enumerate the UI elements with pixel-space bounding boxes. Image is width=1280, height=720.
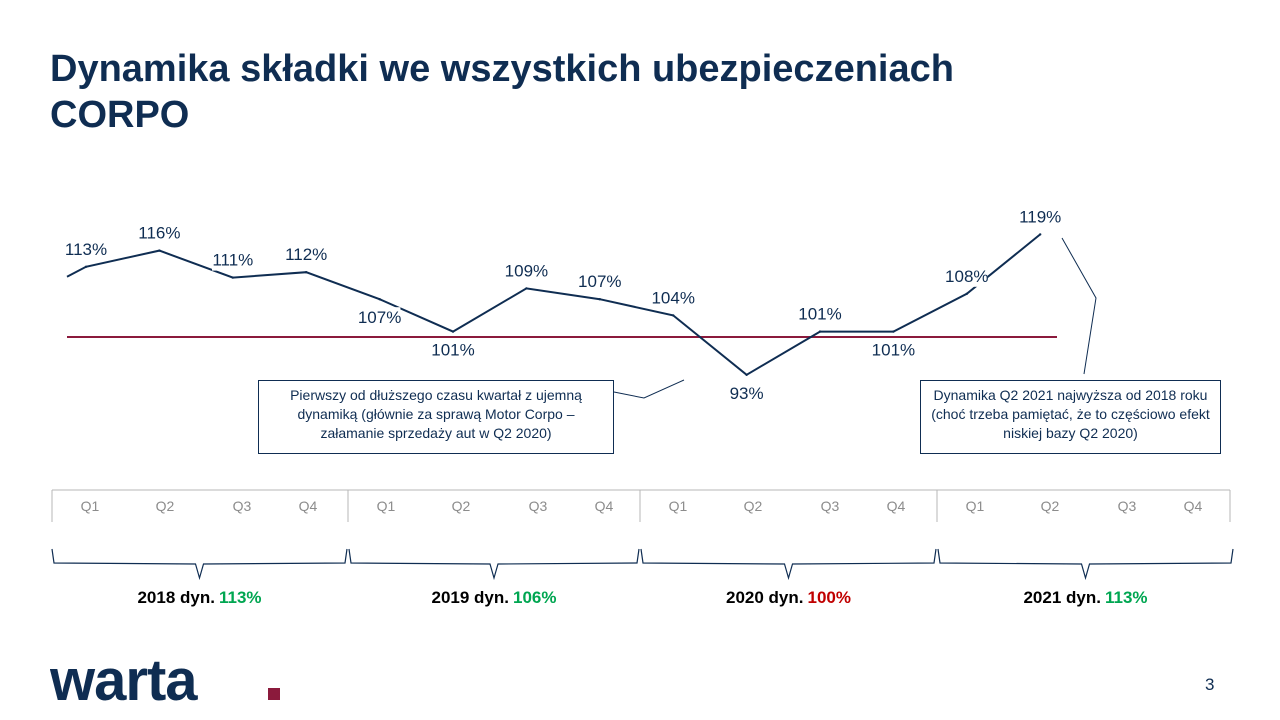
data-label-bg — [285, 244, 327, 266]
year-summary-value: 106% — [513, 588, 557, 607]
data-label-bg — [946, 265, 988, 287]
data-label-bg — [505, 260, 548, 282]
quarter-tick-label: Q3 — [233, 498, 252, 514]
year-summary-label: 2019 dyn. 106% — [384, 588, 604, 608]
quarter-tick-label: Q4 — [595, 498, 614, 514]
year-summary-text: 2021 dyn. — [1023, 588, 1101, 607]
quarter-tick-label: Q2 — [156, 498, 175, 514]
year-bracket — [51, 548, 348, 581]
data-label: 109% — [505, 261, 548, 280]
data-label: 101% — [798, 305, 841, 324]
data-label: 119% — [1019, 207, 1061, 226]
data-label: 108% — [945, 267, 988, 286]
data-label-bg — [579, 271, 621, 293]
year-summary-label: 2018 dyn. 113% — [90, 588, 310, 608]
data-point — [451, 330, 455, 333]
year-bracket — [640, 548, 937, 581]
data-label: 107% — [578, 272, 621, 291]
data-point — [525, 287, 528, 290]
data-label: 116% — [138, 224, 180, 243]
year-summary-value: 113% — [218, 588, 262, 607]
data-label: 101% — [872, 341, 915, 360]
data-label-bg — [730, 382, 763, 404]
data-point — [84, 265, 88, 268]
data-label-bg — [138, 222, 181, 244]
data-point — [305, 271, 308, 274]
year-summary-text: 2020 dyn. — [726, 588, 804, 607]
data-point — [892, 330, 895, 333]
data-label: 104% — [651, 288, 694, 307]
year-summary-text: 2018 dyn. — [137, 588, 215, 607]
data-point — [818, 330, 822, 333]
premium-dynamics-chart: 113% 116% 111% 112% 107% 101% 109% 107% 104% 93% 1… — [51, 206, 1234, 581]
quarter-tick-label: Q1 — [377, 498, 396, 514]
quarter-tick-label: Q2 — [744, 498, 763, 514]
data-point — [378, 298, 381, 301]
quarter-tick-label: Q3 — [821, 498, 840, 514]
data-label: 107% — [358, 308, 401, 327]
data-label-bg — [432, 339, 474, 361]
data-label-bg — [358, 307, 401, 329]
quarter-tick-label: Q4 — [887, 498, 906, 514]
callout-q2-2020: Pierwszy od dłuższego czasu kwartał z uj… — [258, 380, 614, 454]
page-title-line2: CORPO — [50, 94, 190, 136]
quarter-tick-label: Q1 — [81, 498, 100, 514]
page-title: Dynamika składki we wszystkich ubezpiecz… — [50, 46, 1150, 138]
data-label: 112% — [285, 245, 327, 264]
quarter-tick-label: Q2 — [452, 498, 471, 514]
callout-connector-right — [1061, 237, 1097, 375]
data-label-bg — [1019, 206, 1061, 228]
quarter-tick-label: Q2 — [1041, 498, 1060, 514]
data-point — [158, 249, 161, 252]
year-bracket — [348, 548, 640, 581]
quarter-tick-label: Q3 — [1118, 498, 1137, 514]
page-title-line1: Dynamika składki we wszystkich ubezpiecz… — [50, 48, 954, 90]
year-summary-text: 2019 dyn. — [431, 588, 510, 607]
data-label-bg — [212, 249, 254, 271]
data-label-bg — [799, 303, 841, 325]
data-point — [965, 292, 968, 295]
data-label: 111% — [212, 251, 253, 270]
quarter-tick-label: Q1 — [669, 498, 688, 514]
quarter-tick-label: Q4 — [1184, 498, 1203, 514]
data-point — [231, 276, 234, 279]
year-summary-label: 2020 dyn. 100% — [679, 588, 899, 608]
quarter-tick-label: Q3 — [529, 498, 548, 514]
year-summary-value: 113% — [1104, 588, 1148, 607]
year-bracket — [937, 548, 1234, 581]
data-point — [1039, 233, 1042, 236]
data-label-bg — [65, 238, 107, 260]
quarter-tick-label: Q1 — [966, 498, 985, 514]
callout-connector-left — [613, 379, 685, 399]
data-point — [672, 314, 675, 317]
year-summary-label: 2021 dyn. 113% — [976, 588, 1196, 608]
callout-q2-2021: Dynamika Q2 2021 najwyższa od 2018 roku … — [920, 380, 1221, 454]
page-number: 3 — [1205, 675, 1215, 694]
warta-logo: warta — [49, 648, 290, 713]
data-label: 93% — [730, 384, 764, 403]
quarter-tick-label: Q4 — [299, 498, 318, 514]
data-point — [598, 298, 601, 301]
data-point — [745, 373, 748, 376]
data-label: 113% — [65, 240, 107, 259]
data-label-bg — [872, 339, 915, 361]
data-label: 101% — [431, 341, 474, 360]
data-label-bg — [652, 287, 694, 309]
year-summary-value: 100% — [807, 588, 851, 607]
svg-text:warta: warta — [50, 648, 198, 708]
